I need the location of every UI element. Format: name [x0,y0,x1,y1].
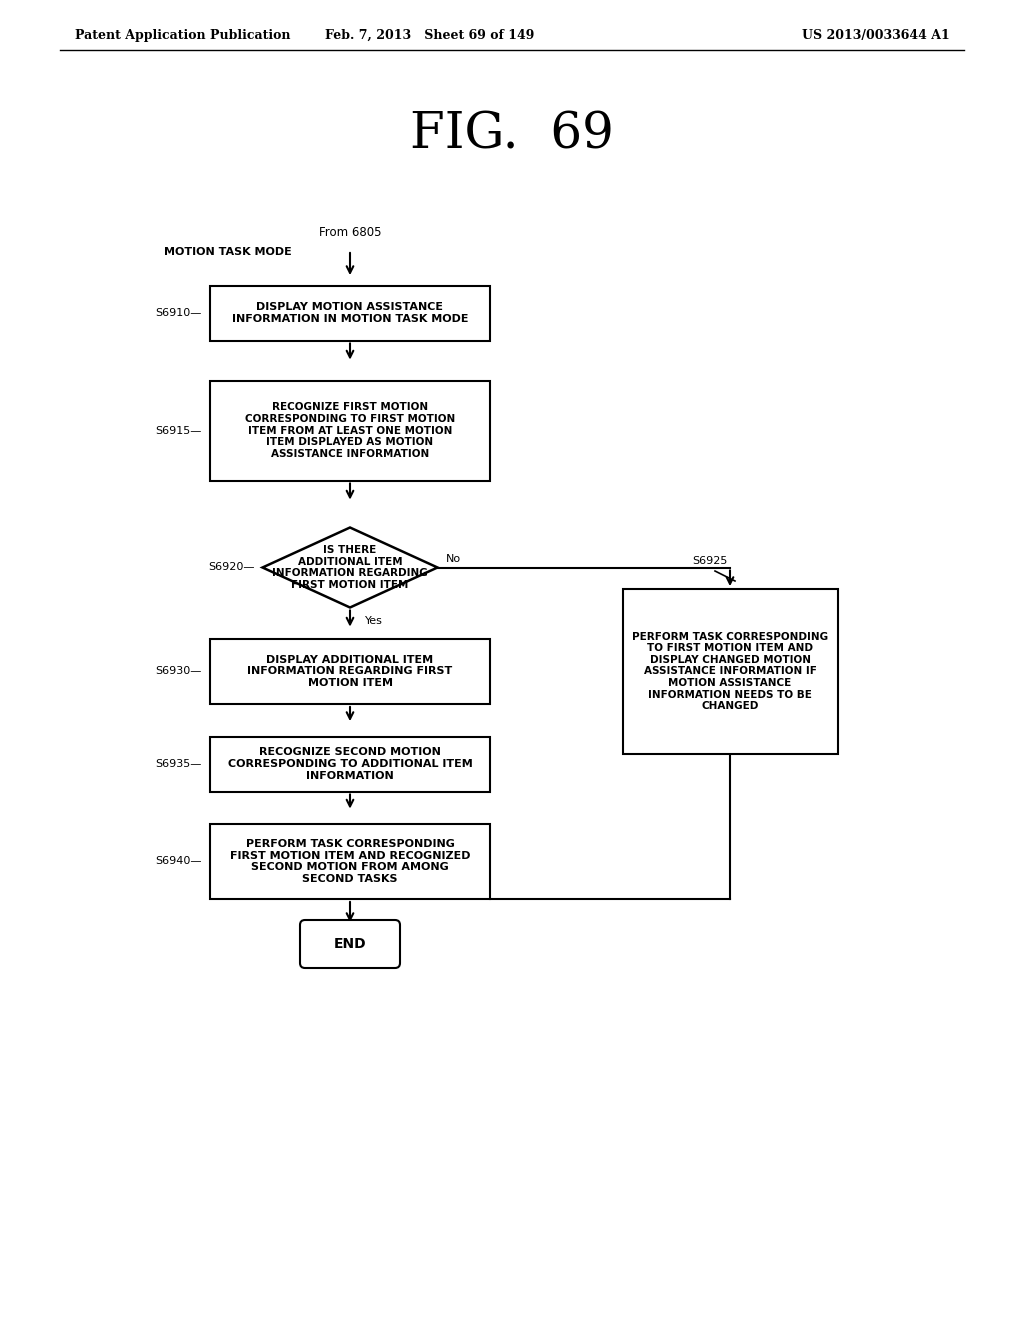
FancyBboxPatch shape [210,285,490,341]
Text: PERFORM TASK CORRESPONDING
FIRST MOTION ITEM AND RECOGNIZED
SECOND MOTION FROM A: PERFORM TASK CORRESPONDING FIRST MOTION … [229,840,470,884]
Text: DISPLAY ADDITIONAL ITEM
INFORMATION REGARDING FIRST
MOTION ITEM: DISPLAY ADDITIONAL ITEM INFORMATION REGA… [248,655,453,688]
FancyBboxPatch shape [300,920,400,968]
Text: RECOGNIZE SECOND MOTION
CORRESPONDING TO ADDITIONAL ITEM
INFORMATION: RECOGNIZE SECOND MOTION CORRESPONDING TO… [227,747,472,780]
Text: END: END [334,937,367,950]
Text: S6910—: S6910— [156,308,202,318]
Text: From 6805: From 6805 [318,226,381,239]
Text: Yes: Yes [365,616,383,627]
Text: S6940—: S6940— [156,857,202,866]
Text: US 2013/0033644 A1: US 2013/0033644 A1 [802,29,950,41]
FancyBboxPatch shape [210,639,490,704]
Text: IS THERE
ADDITIONAL ITEM
INFORMATION REGARDING
FIRST MOTION ITEM: IS THERE ADDITIONAL ITEM INFORMATION REG… [272,545,428,590]
Text: S6915—: S6915— [156,425,202,436]
FancyBboxPatch shape [210,824,490,899]
Text: S6935—: S6935— [156,759,202,770]
Text: RECOGNIZE FIRST MOTION
CORRESPONDING TO FIRST MOTION
ITEM FROM AT LEAST ONE MOTI: RECOGNIZE FIRST MOTION CORRESPONDING TO … [245,403,455,459]
Text: S6925: S6925 [692,556,728,566]
Text: Feb. 7, 2013   Sheet 69 of 149: Feb. 7, 2013 Sheet 69 of 149 [326,29,535,41]
Text: DISPLAY MOTION ASSISTANCE
INFORMATION IN MOTION TASK MODE: DISPLAY MOTION ASSISTANCE INFORMATION IN… [231,302,468,323]
FancyBboxPatch shape [210,380,490,480]
Polygon shape [262,528,437,607]
Text: MOTION TASK MODE: MOTION TASK MODE [164,247,292,257]
Text: PERFORM TASK CORRESPONDING
TO FIRST MOTION ITEM AND
DISPLAY CHANGED MOTION
ASSIS: PERFORM TASK CORRESPONDING TO FIRST MOTI… [632,632,828,711]
Text: Patent Application Publication: Patent Application Publication [75,29,291,41]
Text: No: No [445,554,461,565]
Text: S6930—: S6930— [156,667,202,676]
Text: FIG.  69: FIG. 69 [410,111,614,160]
Text: S6920—: S6920— [208,562,255,573]
FancyBboxPatch shape [623,589,838,754]
FancyBboxPatch shape [210,737,490,792]
